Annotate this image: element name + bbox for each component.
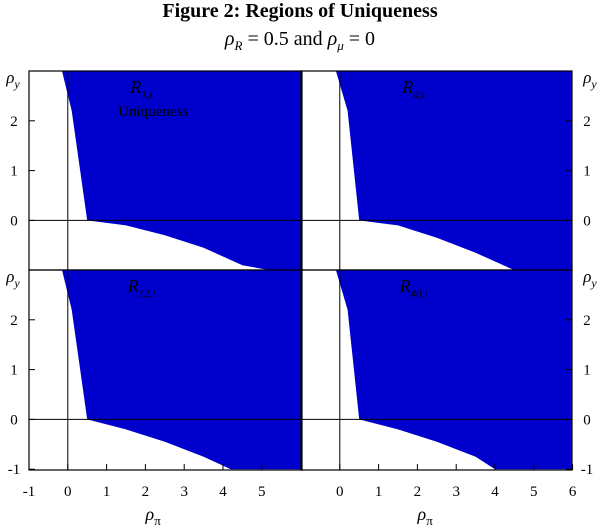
y-tick-label: 1	[583, 164, 591, 180]
panel-label: R40,t	[399, 276, 429, 300]
x-tick-label: 0	[336, 484, 344, 500]
annotation-uniqueness: Uniqueness	[118, 104, 188, 120]
x-tick-label: 5	[258, 484, 266, 500]
uniqueness-region-2	[335, 71, 572, 270]
y-tick-label: 1	[583, 363, 591, 379]
x-tick-label: 5	[530, 484, 538, 500]
x-tick-label: 1	[375, 484, 383, 500]
y-tick-label: 0	[583, 213, 591, 229]
x-axis-label: ρπ	[417, 504, 434, 525]
y-tick-label: 0	[10, 213, 18, 229]
y-tick-label: 0	[10, 412, 18, 428]
y-tick-label: -1	[8, 462, 21, 478]
figure-title: Figure 2: Regions of Uniqueness	[162, 0, 438, 22]
x-tick-label: 2	[142, 484, 150, 500]
x-axis-label: ρπ	[145, 504, 162, 525]
y-tick-label: 1	[10, 164, 18, 180]
y-tick-label: -1	[581, 462, 594, 478]
y-axis-label: ρy	[5, 68, 20, 91]
y-axis-label: ρy	[5, 267, 20, 290]
x-tick-label: 6	[569, 484, 577, 500]
y-tick-label: 2	[583, 313, 591, 329]
x-tick-label: -1	[23, 484, 36, 500]
x-tick-label: 4	[491, 484, 499, 500]
x-tick-label: 0	[64, 484, 72, 500]
y-axis-label: ρy	[582, 267, 597, 290]
y-tick-label: 2	[10, 114, 18, 130]
y-tick-label: 1	[10, 363, 18, 379]
y-tick-label: 2	[583, 114, 591, 130]
x-tick-label: 1	[103, 484, 111, 500]
figure-subtitle: ρR = 0.5 and ρμ = 0	[224, 28, 376, 53]
x-tick-label: 3	[180, 484, 188, 500]
panel-label: R1,t	[129, 77, 153, 101]
uniqueness-region-1	[62, 71, 302, 270]
uniqueness-region-3	[62, 270, 302, 470]
uniqueness-region-4	[335, 270, 572, 470]
y-tick-label: 2	[10, 313, 18, 329]
x-tick-label: 4	[219, 484, 227, 500]
panel-label: R4,t	[401, 77, 425, 101]
panel-label: R12,t	[127, 276, 157, 300]
x-tick-label: 3	[452, 484, 460, 500]
y-axis-label: ρy	[582, 68, 597, 91]
y-tick-label: 0	[583, 412, 591, 428]
x-tick-label: 2	[414, 484, 422, 500]
